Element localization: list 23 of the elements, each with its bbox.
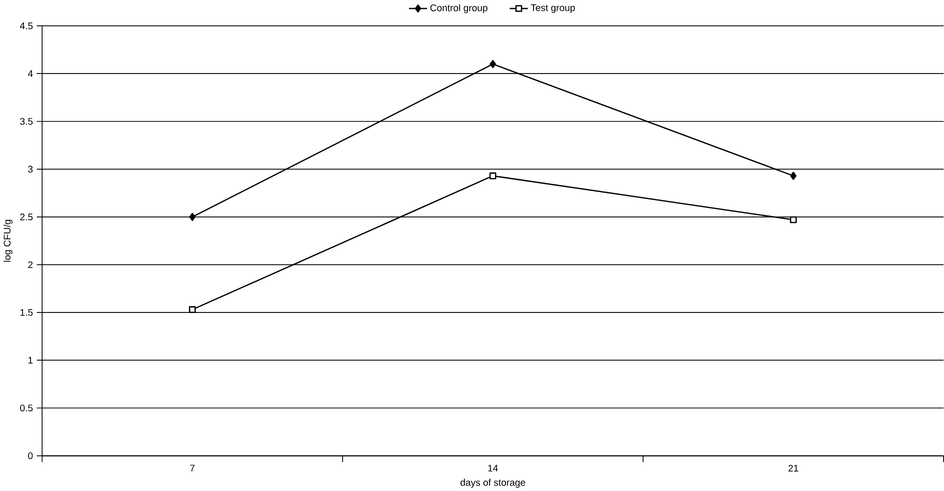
y-tick-label: 4 — [28, 70, 33, 77]
x-tick-label: 14 — [488, 464, 498, 472]
point — [790, 216, 797, 224]
y-tick-label: 4.5 — [20, 22, 33, 30]
legend-label: Test group — [530, 4, 575, 13]
y-tick-label: 2 — [28, 261, 33, 268]
y-tick-label: 3 — [28, 166, 33, 172]
y-tick-label: 0 — [28, 452, 33, 460]
point — [188, 306, 196, 313]
point — [490, 60, 496, 68]
x-axis-title: days of storage — [460, 478, 526, 488]
x-tick-label: 21 — [788, 464, 798, 472]
y-axis-title: log CFU/g — [4, 220, 12, 262]
y-tick-label: 3.5 — [20, 118, 33, 125]
y-tick-label: 2.5 — [20, 213, 33, 220]
point — [489, 172, 496, 180]
y-tick-label: 1.5 — [20, 308, 33, 316]
x-tick-label: 7 — [190, 464, 195, 472]
y-tick-label: 1 — [28, 356, 33, 364]
point — [790, 172, 797, 180]
point — [189, 212, 196, 221]
y-tick-label: 0.5 — [20, 404, 33, 412]
legend-label: Control group — [430, 4, 488, 14]
